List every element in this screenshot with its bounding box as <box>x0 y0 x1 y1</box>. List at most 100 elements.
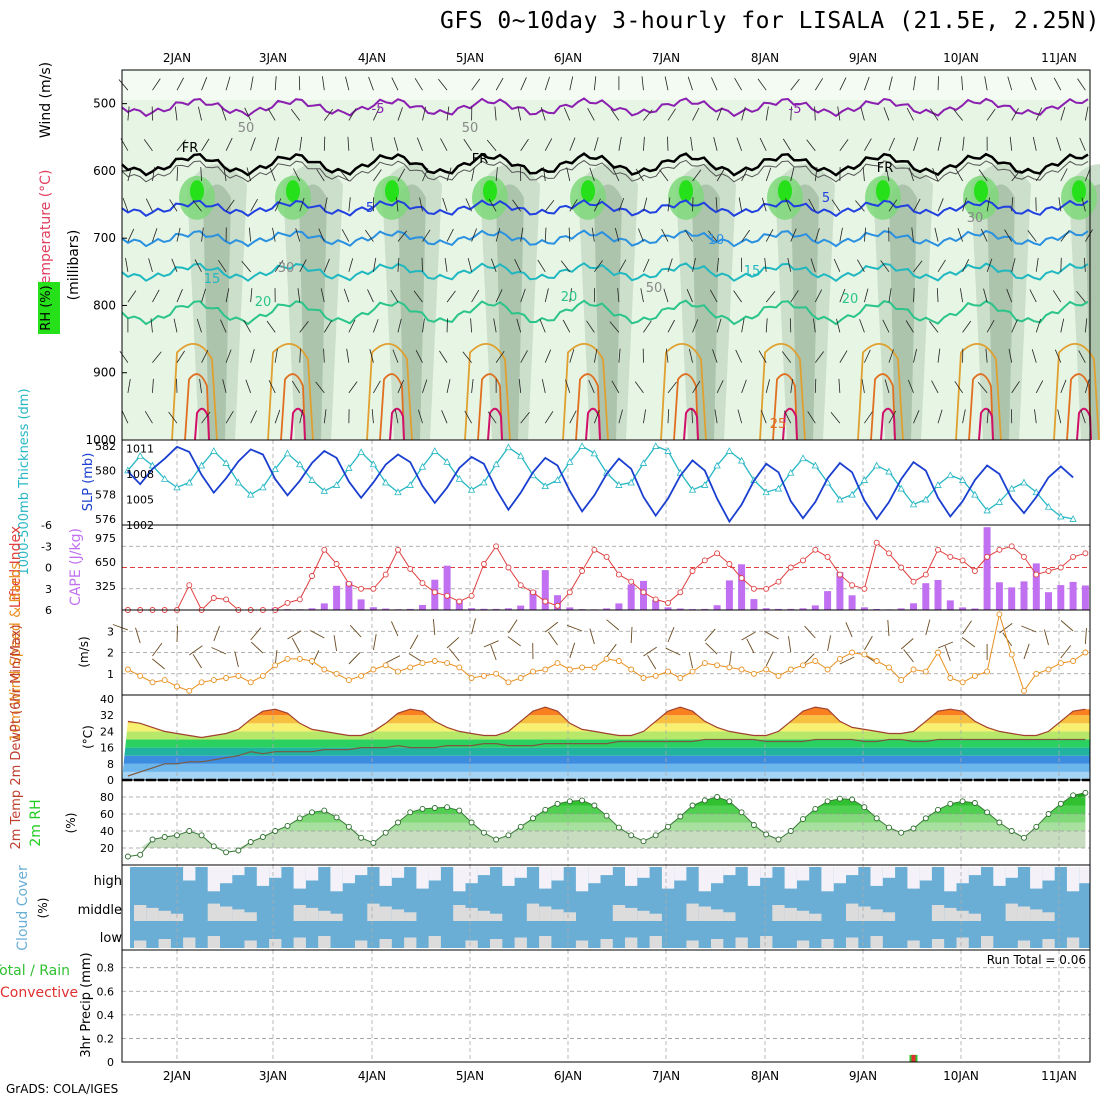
cloud-low-fill <box>575 940 589 948</box>
wind-barb <box>634 381 644 394</box>
contour-label: 20 <box>255 295 272 310</box>
cloud-level-label: low <box>100 931 123 946</box>
wind-barb <box>397 379 404 394</box>
wind-barb-10m <box>606 619 620 631</box>
cloud-high-fill <box>956 867 969 884</box>
wind-barb <box>591 227 595 242</box>
wind-barb <box>544 349 552 363</box>
cloud-middle-fill <box>146 907 159 921</box>
wind-barb <box>883 107 890 121</box>
thickness-line-point <box>627 478 635 486</box>
isotherm-30 <box>477 373 503 441</box>
cape-bar <box>357 599 365 610</box>
cape-bar <box>406 608 414 610</box>
rh-line-point <box>431 805 438 811</box>
wind-barb <box>566 167 571 182</box>
wind-barb-10m <box>665 647 681 656</box>
rh-saturated-patch <box>385 180 399 203</box>
wind-barb <box>885 167 890 182</box>
wind-barb <box>837 106 841 121</box>
wind-speed-line-point <box>444 660 451 667</box>
wind-barb <box>323 409 327 424</box>
cloud-middle-fill <box>318 910 331 921</box>
wind-barb <box>540 106 546 121</box>
cloud-middle-fill <box>220 906 233 921</box>
dewpoint-line <box>127 738 1086 777</box>
pressure-tick-label: 900 <box>93 366 116 380</box>
temp-tick: 32 <box>100 709 114 722</box>
cloud-high-fill <box>711 867 724 884</box>
wind-barb <box>808 198 816 212</box>
wind-barb-10m <box>135 627 141 644</box>
cloud-high-fill <box>637 867 650 878</box>
cape-bar <box>750 599 758 610</box>
top-date-label: 4JAN <box>358 51 386 65</box>
lifted-index-line-point <box>849 582 856 589</box>
wind-speed-line-point <box>370 666 377 673</box>
freezing-level-outline <box>121 159 1089 183</box>
cloud-middle-fill <box>649 913 662 921</box>
wind-barb <box>716 107 723 121</box>
thickness-line-point <box>161 475 169 482</box>
rh-line-point <box>726 798 733 805</box>
wind-barb <box>520 412 530 424</box>
wind-barb <box>369 348 374 363</box>
wind-barb <box>225 137 233 151</box>
wind-barb <box>446 290 456 303</box>
lifted-index-line-point <box>714 550 721 557</box>
temp-band <box>122 707 1090 708</box>
wind-barb <box>986 197 990 212</box>
lifted-index-line-point <box>480 561 487 567</box>
wind-barb <box>442 197 448 212</box>
precip-tick: 0.6 <box>97 985 115 998</box>
wind-barb <box>643 409 646 424</box>
wind-barb <box>446 167 452 182</box>
thickness-line-point <box>701 481 709 488</box>
wind-barb <box>617 288 620 303</box>
rh-shading <box>1085 184 1100 440</box>
temp-tick: 16 <box>100 742 114 755</box>
wind-barb <box>593 409 600 424</box>
cloud-low-fill <box>244 940 257 948</box>
wind-barb <box>684 229 693 242</box>
wind-barb <box>562 319 571 333</box>
cape-bar <box>369 607 377 610</box>
cloud-low-fill <box>158 939 171 948</box>
wind-barb <box>323 348 325 363</box>
cloud-low-fill <box>514 937 527 948</box>
wind-barb <box>127 379 131 393</box>
pressure-tick-label: 1000 <box>85 433 116 447</box>
rh-tick: 60 <box>100 808 114 821</box>
cape-tick: 650 <box>95 556 116 569</box>
wind-barb <box>520 350 528 363</box>
wind-barb <box>520 227 524 242</box>
thickness-line-point <box>418 462 427 470</box>
wind-barb-10m <box>688 652 693 669</box>
wind-barb <box>462 351 472 363</box>
wind-barb <box>121 410 129 424</box>
wind-barb <box>692 380 701 394</box>
footer-credit: GrADS: COLA/IGES <box>6 1082 119 1096</box>
wind-barb <box>176 378 178 393</box>
lifted-index-line-point <box>407 565 414 572</box>
cloud-middle-fill <box>796 910 810 921</box>
wind-barb <box>839 77 847 91</box>
thickness-line-point <box>664 447 672 454</box>
wind-speed-line-point <box>787 666 794 673</box>
rh-line-point <box>210 843 217 850</box>
wind-speed-line-point <box>407 664 414 671</box>
wind-barb <box>176 139 186 151</box>
top-date-label: 3JAN <box>259 51 287 65</box>
isotherm-25 <box>1053 343 1100 441</box>
wind-barb <box>937 409 943 424</box>
wind-barb <box>906 107 914 121</box>
rh-line-point <box>836 795 843 802</box>
wind-barb <box>758 350 767 363</box>
thickness-line-point <box>357 448 365 456</box>
rh-saturated-patch <box>974 180 988 203</box>
wind-barb <box>859 319 865 333</box>
lifted-index-line-point <box>971 568 978 574</box>
wind-barb-10m <box>705 642 718 655</box>
wind-barb <box>861 379 865 393</box>
wind-barb <box>1085 229 1093 242</box>
